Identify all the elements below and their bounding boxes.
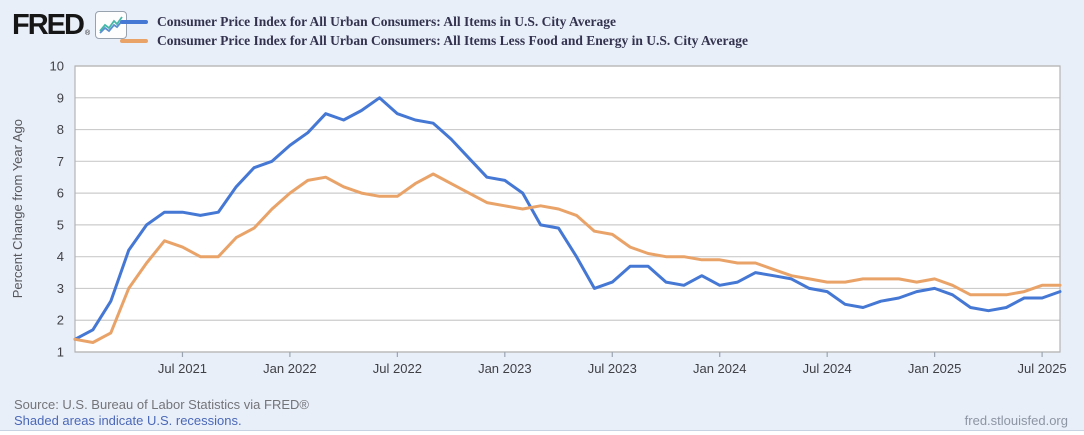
svg-text:Jan 2022: Jan 2022 <box>263 361 317 376</box>
legend-label: Consumer Price Index for All Urban Consu… <box>157 14 616 29</box>
svg-text:3: 3 <box>57 281 64 296</box>
legend-dash-blue <box>120 20 148 24</box>
svg-text:Jan 2025: Jan 2025 <box>908 361 962 376</box>
svg-text:5: 5 <box>57 217 64 232</box>
svg-text:9: 9 <box>57 90 64 105</box>
legend-item-core: Consumer Price Index for All Urban Consu… <box>120 32 748 50</box>
svg-text:8: 8 <box>57 122 64 137</box>
svg-text:7: 7 <box>57 154 64 169</box>
site-url: fred.stlouisfed.org <box>964 413 1068 428</box>
svg-text:4: 4 <box>57 249 64 264</box>
chart-legend: Consumer Price Index for All Urban Consu… <box>120 13 748 50</box>
svg-text:Jul 2023: Jul 2023 <box>588 361 637 376</box>
bottom-border <box>0 430 1084 435</box>
legend-dash-orange <box>120 39 148 43</box>
source-note: Source: U.S. Bureau of Labor Statistics … <box>14 397 309 412</box>
svg-text:Jul 2025: Jul 2025 <box>1018 361 1067 376</box>
svg-text:Jan 2023: Jan 2023 <box>478 361 532 376</box>
fred-chart-icon <box>95 11 128 39</box>
svg-text:Jul 2022: Jul 2022 <box>373 361 422 376</box>
fred-logo[interactable]: FRED ® <box>12 9 128 41</box>
svg-text:2: 2 <box>57 313 64 328</box>
legend-label: Consumer Price Index for All Urban Consu… <box>157 33 749 48</box>
registered-mark: ® <box>84 30 91 37</box>
fred-logo-text: FRED <box>12 9 85 41</box>
svg-text:Jan 2024: Jan 2024 <box>693 361 747 376</box>
recession-note-link[interactable]: Shaded areas indicate U.S. recessions. <box>14 413 242 428</box>
svg-text:1: 1 <box>57 345 64 360</box>
svg-text:Jul 2024: Jul 2024 <box>803 361 852 376</box>
svg-text:Jul 2021: Jul 2021 <box>158 361 207 376</box>
svg-text:6: 6 <box>57 186 64 201</box>
svg-text:10: 10 <box>50 59 64 74</box>
legend-item-all-items: Consumer Price Index for All Urban Consu… <box>120 13 748 31</box>
